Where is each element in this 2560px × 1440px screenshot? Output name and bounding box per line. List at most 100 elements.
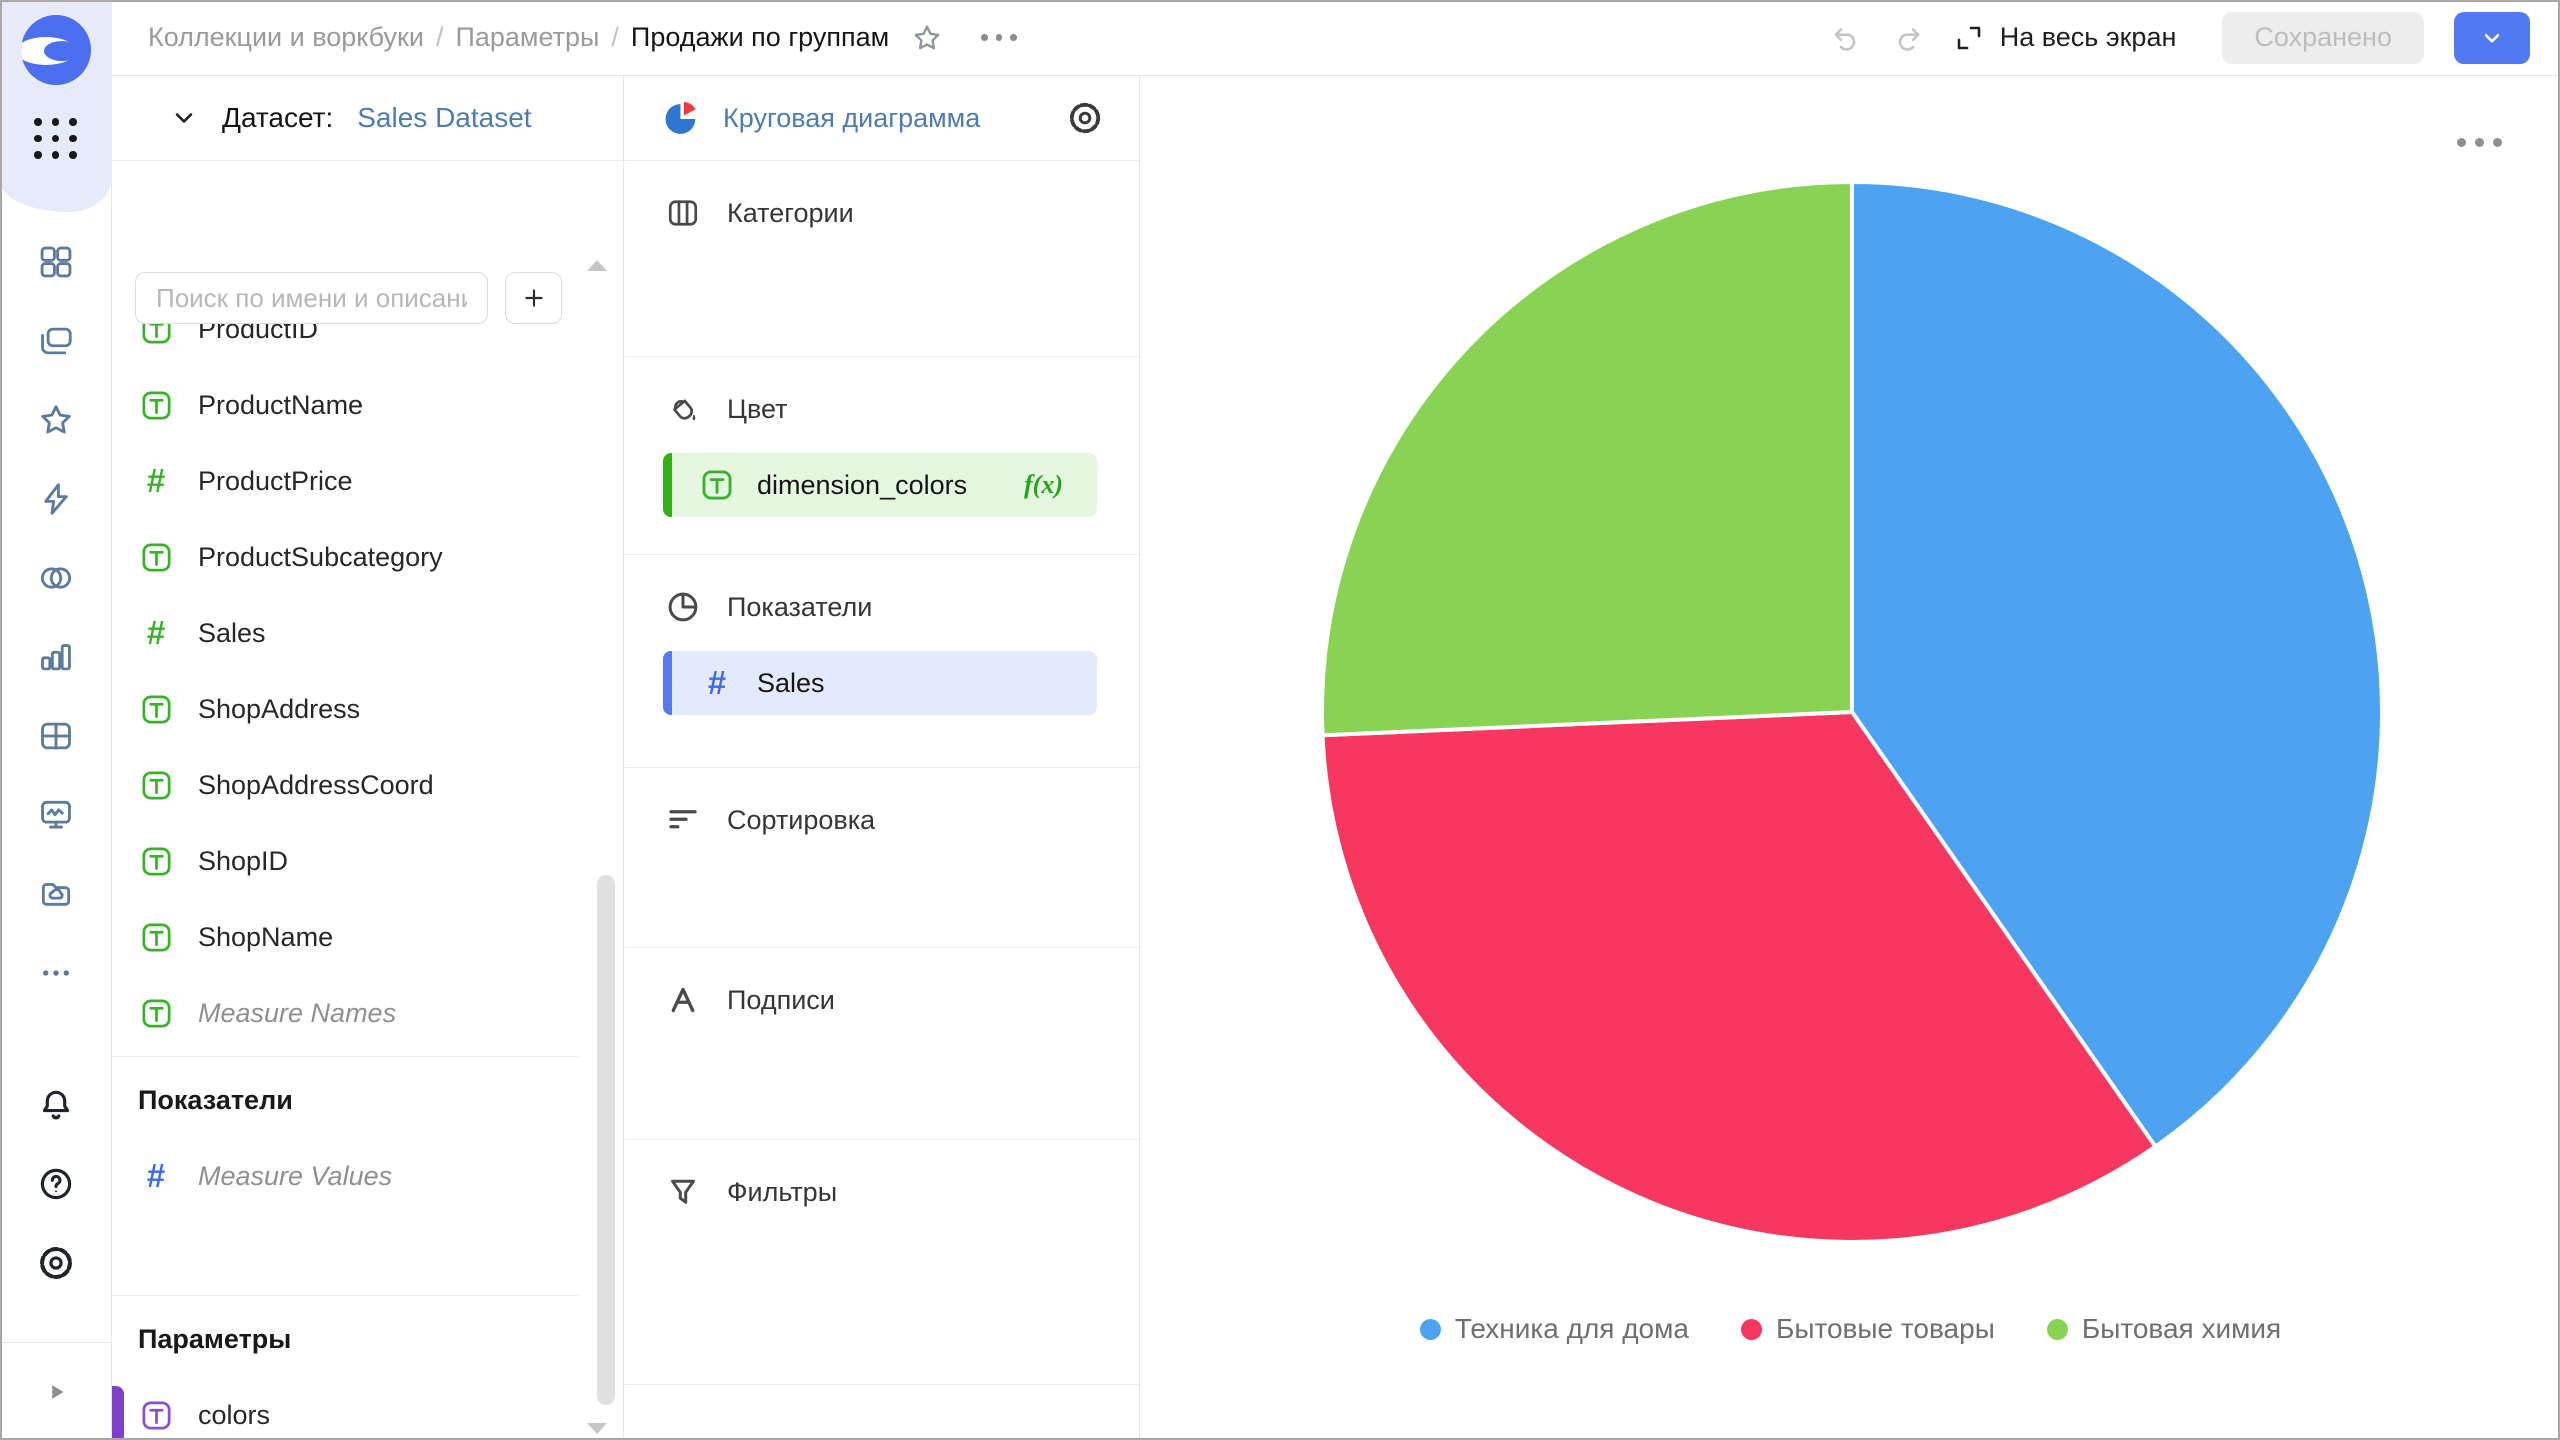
dataset-field-shopaddresscoord[interactable]: ShopAddressCoord	[112, 747, 579, 823]
gear-icon	[40, 1246, 72, 1279]
question-icon	[40, 1168, 72, 1199]
sidebar-item-files[interactable]	[0, 854, 112, 933]
field-label: Sales	[198, 617, 266, 648]
save-dropdown-button[interactable]	[2454, 11, 2530, 64]
chart-type-selector[interactable]: Круговая диаграмма	[723, 102, 981, 133]
section-label: Сортировка	[727, 804, 876, 835]
fullscreen-button[interactable]: На весь экран	[1954, 22, 2176, 53]
redo-icon	[1898, 27, 1920, 51]
sidebar-item-charts[interactable]	[0, 617, 112, 696]
breadcrumb: Коллекции и воркбуки / Параметры / Прода…	[148, 22, 889, 53]
number-field-icon: #	[146, 462, 166, 499]
rail-nav-group	[0, 222, 112, 1012]
legend-dot	[2046, 1318, 2068, 1340]
dataset-field-measure-names[interactable]: Measure Names	[112, 975, 579, 1051]
scroll-down-arrow[interactable]	[587, 1423, 607, 1434]
pie-slice-бытовые-товары[interactable]	[1320, 710, 2158, 1244]
dataset-field-shopaddress[interactable]: ShopAddress	[112, 671, 579, 747]
sidebar-item-dashboards[interactable]	[0, 775, 112, 854]
pie-chart	[1320, 180, 2384, 1244]
sidebar-item-collections[interactable]	[0, 301, 112, 380]
grid-icon	[40, 246, 72, 277]
undo-button[interactable]	[1830, 22, 1862, 54]
sidebar-item-connections[interactable]	[0, 459, 112, 538]
legend-item-2[interactable]: Бытовые товары	[1740, 1313, 1995, 1345]
sidebar-item-more[interactable]	[0, 933, 112, 1012]
section-filters: Фильтры	[625, 1140, 1139, 1385]
field-label: ShopName	[198, 921, 334, 952]
legend-label: Бытовая химия	[2081, 1313, 2282, 1344]
save-button[interactable]: Сохранено	[2222, 11, 2424, 64]
field-search-area	[112, 162, 623, 324]
chevron-down-icon	[2484, 33, 2500, 43]
text-field-icon	[138, 387, 174, 423]
dataset-field-shopname[interactable]: ShopName	[112, 899, 579, 975]
favorite-star-button[interactable]	[911, 22, 943, 54]
left-rail	[0, 0, 112, 1440]
text-field-icon	[699, 467, 735, 503]
section-categories: Категории	[625, 161, 1139, 357]
legend-label: Техника для дома	[1454, 1313, 1689, 1344]
drop-zone-measures[interactable]: # Sales	[663, 651, 1103, 715]
notifications-button[interactable]	[0, 1065, 112, 1144]
chip-sales[interactable]: # Sales	[663, 651, 1097, 715]
help-button[interactable]	[0, 1144, 112, 1223]
rail-expand-button[interactable]	[0, 1342, 111, 1440]
chart-preview-area: Техника для дома Бытовые товары Бытовая хи…	[1141, 76, 2560, 1440]
dataset-collapse-button[interactable]	[170, 104, 198, 132]
section-label-row: Сортировка	[663, 798, 1103, 842]
pie-slice-техника-для-дома[interactable]	[1850, 180, 2384, 1149]
dataset-field-productsubcategory[interactable]: ProductSubcategory	[112, 519, 579, 595]
play-triangle-icon	[51, 1384, 63, 1399]
legend-item-1[interactable]: Техника для дома	[1419, 1313, 1689, 1345]
chart-type-header: Круговая диаграмма	[625, 76, 1139, 161]
venn-circles-icon	[40, 566, 72, 589]
breadcrumb-collections[interactable]: Коллекции и воркбуки	[148, 22, 424, 52]
chart-more-menu[interactable]	[2457, 138, 2502, 147]
legend-item-3[interactable]: Бытовая химия	[2046, 1313, 2282, 1345]
scroll-up-arrow[interactable]	[587, 260, 607, 271]
text-field-icon	[138, 843, 174, 879]
redo-button[interactable]	[1892, 22, 1924, 54]
breadcrumb-workbook[interactable]: Параметры	[455, 22, 600, 52]
expand-icon	[1957, 26, 1980, 49]
parameters-group-header: Параметры	[138, 1323, 292, 1354]
field-label: ProductSubcategory	[198, 541, 443, 572]
drop-zone-color[interactable]: dimension_colors f(x)	[663, 453, 1103, 517]
labels-a-icon	[663, 980, 703, 1020]
dataset-field-sales[interactable]: # Sales	[112, 595, 579, 671]
dataset-field-shopid[interactable]: ShopID	[112, 823, 579, 899]
pie-slice-бытовая-химия[interactable]	[1320, 180, 1854, 738]
datalens-logo[interactable]	[20, 14, 92, 86]
dataset-name-link[interactable]: Sales Dataset	[357, 102, 532, 133]
sidebar-item-tables[interactable]	[0, 696, 112, 775]
title-more-menu[interactable]	[981, 34, 1017, 41]
formula-fx-icon[interactable]: f(x)	[1024, 470, 1063, 499]
field-list: ProductID ProductName # ProductPrice Product…	[112, 291, 579, 1440]
search-input[interactable]	[135, 272, 488, 324]
dataset-measure-measure-values[interactable]: # Measure Values	[112, 1138, 579, 1214]
chip-dimension_colors[interactable]: dimension_colors f(x)	[663, 453, 1097, 517]
rail-bottom-group	[0, 1065, 112, 1302]
legend-label: Бытовые товары	[1775, 1313, 1995, 1344]
star-icon	[914, 25, 940, 49]
dataset-field-productprice[interactable]: # ProductPrice	[112, 443, 579, 519]
number-field-icon: #	[146, 614, 166, 651]
dataset-parameter-colors[interactable]: colors	[112, 1377, 579, 1440]
section-label-row: Показатели	[663, 585, 1103, 629]
chart-settings-button[interactable]	[1067, 100, 1103, 136]
ellipsis-icon	[43, 969, 69, 976]
sidebar-item-navigation[interactable]	[0, 222, 112, 301]
dataset-field-productname[interactable]: ProductName	[112, 367, 579, 443]
dataset-panel: Датасет: Sales Dataset ProductID ProductN…	[112, 76, 624, 1440]
text-field-icon	[141, 390, 171, 420]
text-field-icon	[138, 767, 174, 803]
settings-button[interactable]	[0, 1223, 112, 1302]
add-field-button[interactable]	[505, 272, 562, 324]
fields-scrollbar[interactable]	[597, 875, 615, 1405]
sidebar-item-favorites[interactable]	[0, 380, 112, 459]
topbar-actions: На весь экран Сохранено	[1830, 11, 2530, 64]
sidebar-item-datasets[interactable]	[0, 538, 112, 617]
folder-cloud-icon	[41, 882, 71, 906]
apps-grid-icon[interactable]	[34, 118, 78, 159]
